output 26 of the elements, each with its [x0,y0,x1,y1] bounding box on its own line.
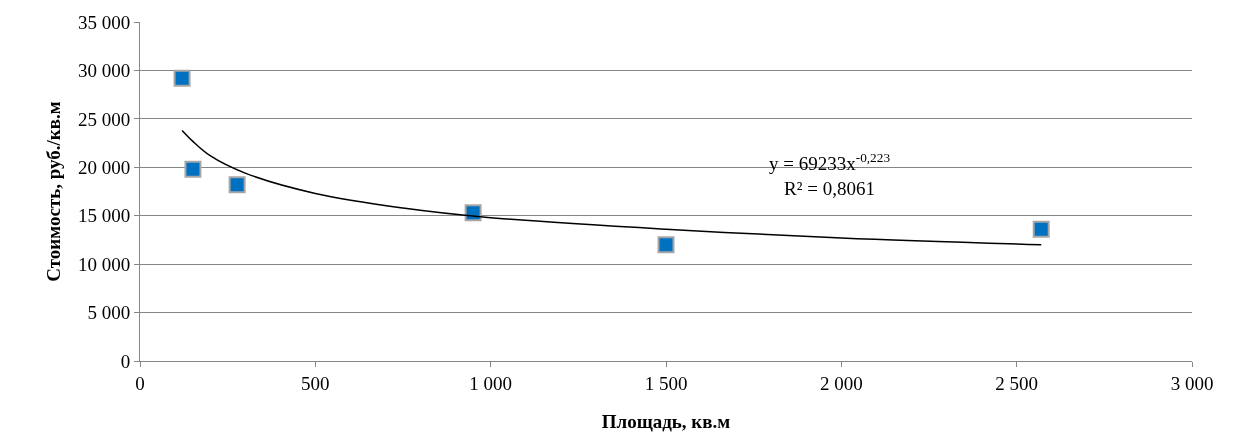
y-tick-label: 25 000 [77,108,131,130]
y-tick-label: 0 [120,350,131,372]
point [1032,220,1050,238]
y-tick-label: 5 000 [87,302,131,324]
point [657,236,675,254]
annotation: y = 69233x$^{-0,223}$ [769,150,891,174]
y-tick-label: 30 000 [77,60,131,82]
y-tick-label: 35 000 [77,11,131,33]
x-tick-label: 500 [301,372,330,394]
line-series [181,129,1042,246]
point [464,204,482,222]
y-tick-label: 20 000 [77,156,131,178]
point [184,160,202,178]
x-tick-label: 2 500 [995,372,1039,394]
point [228,176,246,194]
x-axis-title: Площадь, кв.м [601,411,731,432]
x-tick-label: 1 000 [469,372,513,394]
point [173,69,191,87]
y-tick-label: 10 000 [77,253,131,275]
x-tick-label: 0 [135,372,145,394]
x-tick-label: 1 500 [644,372,688,394]
x-tick-label: 2 000 [819,372,863,394]
x-tick-label: 3 000 [1170,372,1214,394]
annotation: R² = 0,8061 [784,177,875,199]
y-axis-title: Стоимость, руб./кв.м [42,101,64,282]
y-tick-label: 15 000 [77,205,131,227]
